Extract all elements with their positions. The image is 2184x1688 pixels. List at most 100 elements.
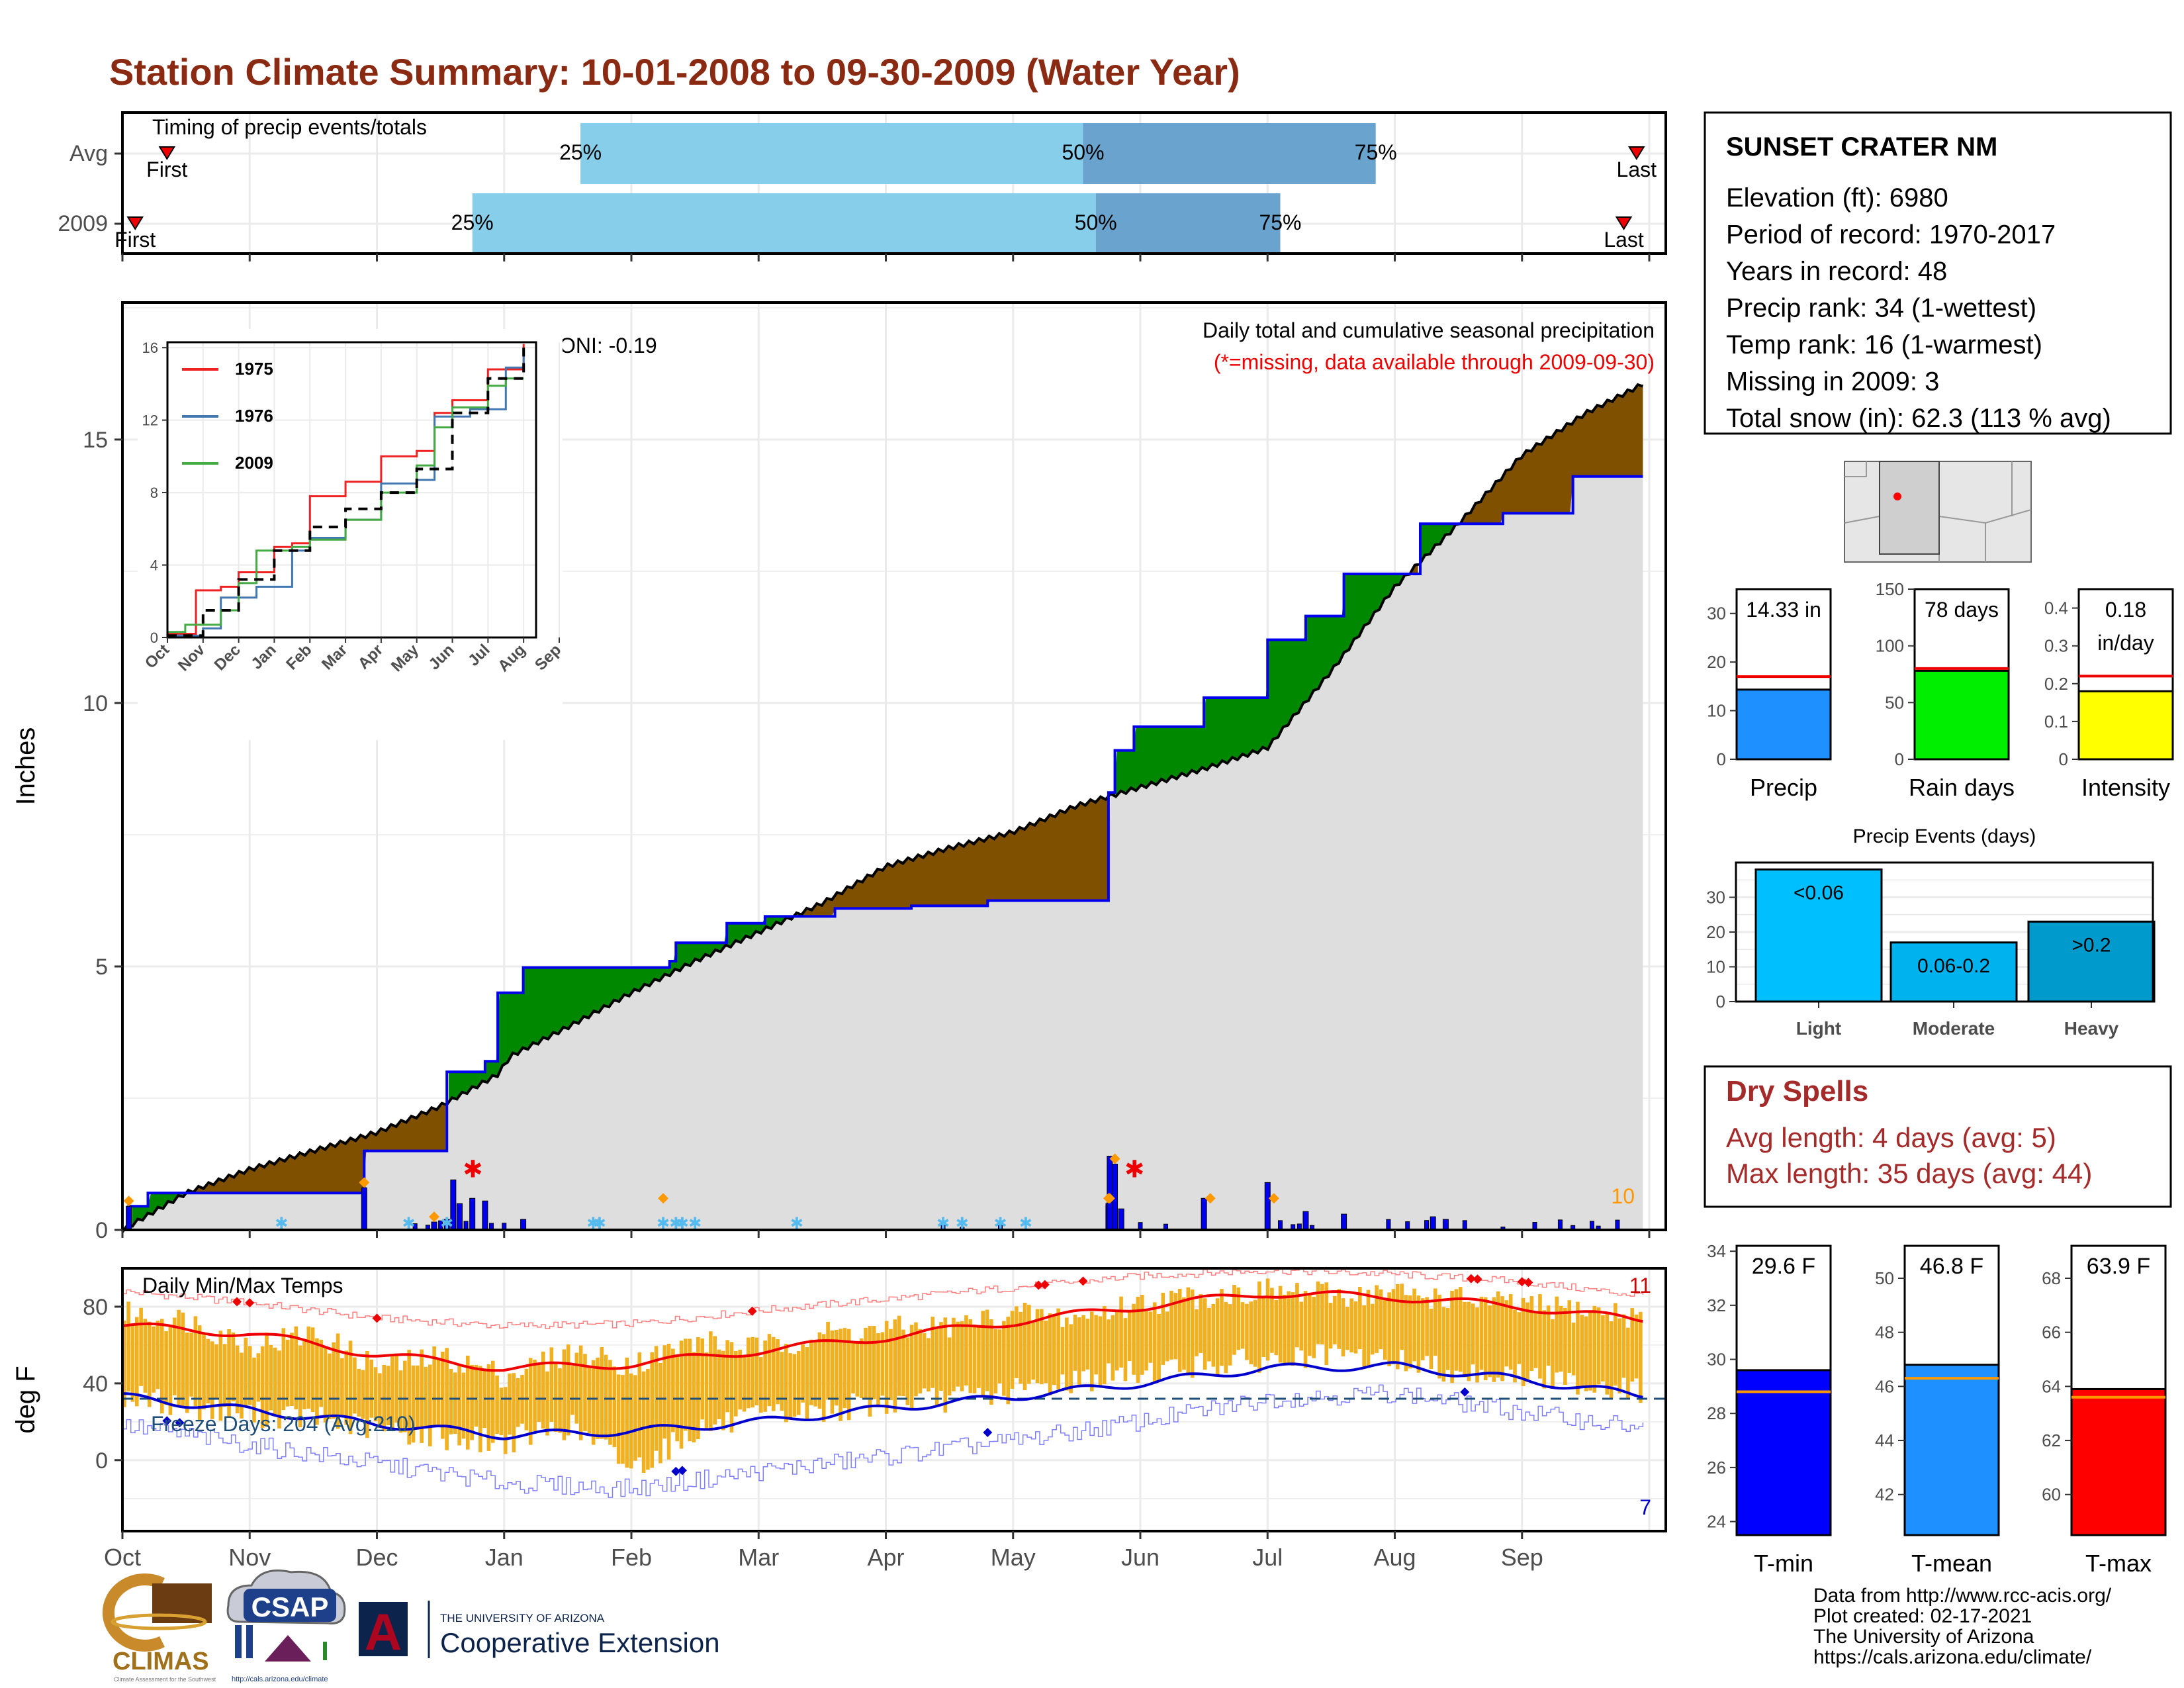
daily-temp-range-bar <box>997 1329 1002 1383</box>
daily-temp-range-bar <box>897 1315 901 1396</box>
daily-temp-range-bar <box>1270 1288 1274 1353</box>
daily-temp-range-bar <box>717 1349 721 1420</box>
daily-temp-range-bar <box>252 1357 256 1423</box>
inset-series-1975 <box>167 344 525 635</box>
mini-panel-y-tick-label: 50 <box>1885 692 1904 712</box>
month-tick-label: Oct <box>104 1544 141 1571</box>
events-category-label: Moderate <box>1913 1018 1995 1039</box>
daily-temp-range-bar <box>1412 1288 1416 1362</box>
climas-logo[interactable]: CLIMAS Climate Assessment for the Southw… <box>102 1573 216 1683</box>
daily-temp-range-bar <box>600 1346 604 1439</box>
record-high-marker <box>1078 1276 1088 1286</box>
mini-panel-y-tick-label: 0.3 <box>2044 636 2068 656</box>
daily-temp-range-bar <box>1040 1309 1044 1385</box>
daily-temp-range-bar <box>1132 1303 1136 1375</box>
daily-temp-range-bar <box>922 1333 927 1389</box>
daily-temp-range-bar <box>1169 1290 1173 1360</box>
snow-marker: ✱ <box>1019 1215 1032 1233</box>
timing-last-label: Last <box>1617 158 1657 181</box>
mini-panel-y-tick-label: 150 <box>1876 579 1904 599</box>
mini-panel-y-tick-label: 42 <box>1875 1485 1894 1505</box>
daily-temp-range-bar <box>1195 1309 1199 1356</box>
university-of-arizona-logo[interactable]: A THE UNIVERSITY OF ARIZONA Cooperative … <box>359 1601 720 1661</box>
daily-temp-range-bar <box>574 1352 579 1424</box>
daily-temp-range-bar <box>265 1333 269 1427</box>
daily-temp-range-bar <box>1089 1311 1094 1391</box>
daily-temp-range-bar <box>533 1359 537 1431</box>
daily-temp-range-bar <box>1500 1296 1504 1382</box>
daily-temp-range-bar <box>1211 1304 1216 1367</box>
month-tick-label: Aug <box>1373 1544 1416 1571</box>
daily-temp-range-bar <box>709 1331 713 1431</box>
snow-marker: ✱ <box>440 1215 453 1233</box>
daily-temp-range-bar <box>1488 1305 1492 1378</box>
inset-y-tick-label: 8 <box>150 485 158 501</box>
daily-temp-range-bar <box>1127 1312 1132 1362</box>
daily-temp-range-bar <box>1144 1311 1148 1371</box>
daily-temp-range-bar <box>1048 1313 1052 1395</box>
record-high-marker <box>1524 1278 1533 1288</box>
daily-temp-range-bar <box>1207 1307 1211 1362</box>
daily-temp-range-bar <box>604 1354 608 1440</box>
daily-temp-range-bar <box>1056 1308 1060 1389</box>
daily-temp-range-bar <box>453 1372 457 1434</box>
daily-temp-range-bar <box>1496 1291 1500 1378</box>
daily-temp-range-bar <box>1371 1303 1375 1355</box>
daily-temp-range-bar <box>1542 1310 1547 1389</box>
inset-y-tick-label: 0 <box>150 630 158 646</box>
daily-temp-range-bar <box>470 1364 474 1440</box>
daily-temp-range-bar <box>927 1338 931 1392</box>
daily-temp-range-bar <box>202 1333 206 1410</box>
daily-temp-range-bar <box>323 1346 328 1423</box>
mini-panel-value-label: 46.8 F <box>1920 1254 1983 1279</box>
daily-temp-range-bar <box>562 1349 567 1440</box>
daily-temp-range-bar <box>197 1325 202 1421</box>
mini-panel-y-tick-label: 66 <box>2042 1323 2061 1342</box>
precip-base-area <box>122 476 1643 1231</box>
daily-temp-range-bar <box>846 1329 851 1421</box>
daily-temp-range-bar <box>1236 1288 1241 1350</box>
mini-panel-value-label: 63.9 F <box>2087 1254 2150 1279</box>
daily-temp-range-bar <box>1069 1324 1073 1393</box>
daily-temp-range-bar <box>164 1331 168 1405</box>
daily-temp-range-bar <box>729 1342 734 1433</box>
daily-temp-range-bar <box>625 1357 629 1468</box>
daily-temp-range-bar <box>1416 1295 1421 1373</box>
daily-temp-range-bar <box>508 1373 512 1435</box>
daily-temp-range-bar <box>792 1354 797 1417</box>
timing-first-marker <box>158 146 176 160</box>
daily-temp-range-bar <box>1303 1291 1308 1368</box>
daily-temp-range-bar <box>503 1387 508 1454</box>
daily-temp-range-bar <box>1395 1284 1400 1370</box>
precip-mark-diamond <box>1205 1193 1216 1204</box>
daily-temp-range-bar <box>449 1368 453 1434</box>
daily-temp-range-bar <box>277 1350 281 1429</box>
daily-temp-range-bar <box>1362 1305 1366 1367</box>
daily-temp-range-bar <box>344 1350 349 1425</box>
daily-temp-range-bar <box>817 1332 822 1409</box>
oni-label: ONI: -0.19 <box>559 334 657 357</box>
inset-legend-label: 2009 <box>235 453 273 473</box>
daily-temp-range-bar <box>1044 1320 1048 1383</box>
daily-temp-range-bar <box>1614 1303 1617 1386</box>
snow-marker: ✱ <box>593 1215 606 1233</box>
daily-temp-range-bar <box>1408 1295 1412 1369</box>
csap-logo[interactable]: CSAP http://cals.arizona.edu/climate <box>226 1570 346 1684</box>
daily-temp-range-bar <box>302 1340 306 1410</box>
daily-temp-range-bar <box>758 1357 763 1413</box>
daily-temp-range-bar <box>1341 1298 1345 1357</box>
ua-logo-top: THE UNIVERSITY OF ARIZONA <box>440 1612 605 1624</box>
daily-temp-range-bar <box>553 1363 558 1432</box>
daily-temp-range-bar <box>1283 1294 1287 1365</box>
snow-marker: ✱ <box>790 1215 803 1233</box>
daily-temp-range-bar <box>1437 1294 1441 1379</box>
daily-temp-range-bar <box>771 1336 776 1411</box>
daily-temp-range-bar <box>834 1330 839 1406</box>
daily-temp-range-bar <box>1463 1301 1467 1378</box>
mini-panel-y-tick-label: 0.2 <box>2044 674 2068 694</box>
daily-temp-range-bar <box>801 1344 805 1403</box>
daily-precip-bar <box>1341 1213 1347 1231</box>
precip-y-tick-label: 5 <box>95 955 108 980</box>
daily-temp-range-bar <box>1630 1308 1635 1382</box>
daily-temp-range-bar <box>386 1366 390 1426</box>
